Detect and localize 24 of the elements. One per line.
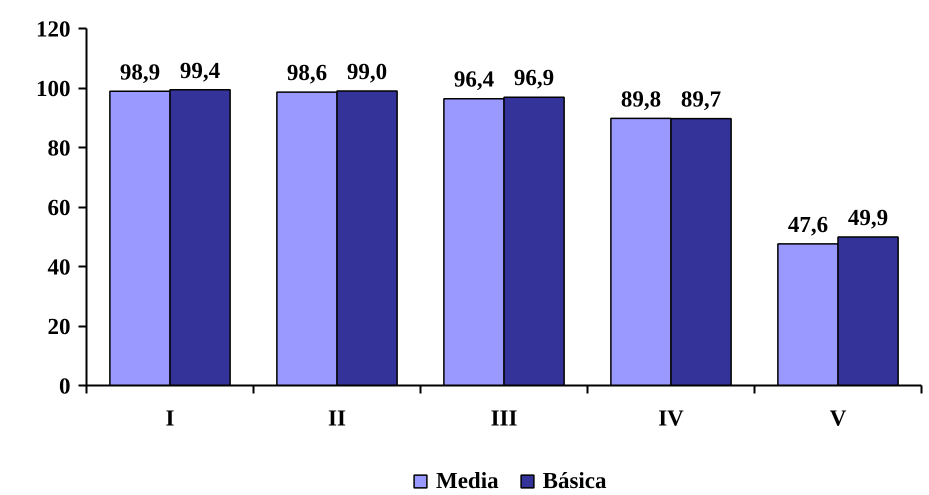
y-tick-label: 0: [59, 374, 70, 398]
data-label: 47,6: [788, 212, 828, 237]
y-tick-label: 80: [48, 136, 70, 160]
data-label: 89,7: [680, 86, 722, 112]
y-tick-label: 20: [48, 314, 70, 339]
x-tick-label: IV: [658, 406, 684, 430]
data-label: 98,6: [286, 60, 328, 86]
data-label: 96,4: [454, 66, 495, 92]
y-tick-label: 40: [48, 254, 70, 280]
data-label: 99,0: [346, 58, 388, 84]
data-label: 99,4: [180, 58, 221, 83]
x-tick-label: V: [830, 406, 847, 430]
legend-label: Básica: [542, 468, 606, 494]
x-tick-label: III: [490, 406, 518, 430]
x-tick-label: II: [328, 406, 346, 430]
y-tick-label: 120: [36, 16, 70, 42]
data-label: 89,8: [620, 86, 662, 112]
data-label: 49,9: [848, 205, 888, 230]
x-tick-label: I: [166, 406, 175, 430]
data-label: 98,9: [120, 59, 160, 84]
y-tick-label: 100: [36, 76, 70, 101]
y-tick-label: 60: [48, 195, 70, 220]
legend-label: Media: [436, 468, 499, 494]
data-label: 96,9: [514, 65, 554, 90]
